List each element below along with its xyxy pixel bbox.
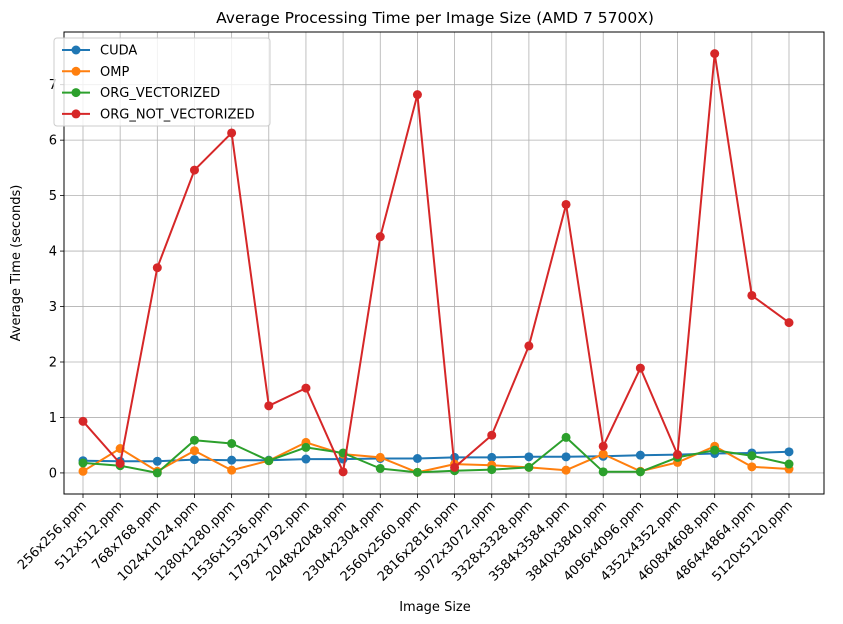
chart-title: Average Processing Time per Image Size (… <box>216 9 654 27</box>
data-point-org-not-vectorized <box>338 467 348 477</box>
legend-entry-org-not-vectorized: ORG_NOT_VECTORIZED <box>62 107 255 122</box>
legend: CUDA OMP ORG_VECTORIZED ORG_NOT_VECTORIZED <box>53 37 271 127</box>
legend-marker <box>71 66 81 76</box>
data-point-org-vectorized <box>375 463 385 473</box>
data-point-cuda <box>301 454 311 464</box>
data-point-omp <box>561 465 571 475</box>
data-point-org-vectorized <box>152 468 162 478</box>
legend-label: ORG_NOT_VECTORIZED <box>100 107 255 122</box>
data-point-org-vectorized <box>264 456 274 466</box>
y-tick-label: 0 <box>49 466 57 481</box>
data-point-cuda <box>227 455 237 465</box>
data-point-org-vectorized <box>227 439 237 449</box>
y-tick-label: 4 <box>49 245 57 260</box>
legend-entry-cuda: CUDA <box>62 44 137 59</box>
data-point-org-vectorized <box>710 445 720 455</box>
data-point-cuda <box>635 450 645 460</box>
data-point-org-not-vectorized <box>412 90 422 100</box>
legend-entries: CUDA OMP ORG_VECTORIZED ORG_NOT_VECTORIZED <box>62 44 255 122</box>
legend-marker <box>71 109 81 119</box>
data-point-org-not-vectorized <box>264 401 274 411</box>
data-point-omp <box>747 462 757 472</box>
legend-label: ORG_VECTORIZED <box>100 86 220 101</box>
data-point-org-not-vectorized <box>189 165 199 175</box>
data-point-org-vectorized <box>561 432 571 442</box>
legend-entry-omp: OMP <box>62 65 129 80</box>
y-tick-label: 2 <box>49 356 57 371</box>
data-point-org-vectorized <box>78 458 88 468</box>
data-point-omp <box>78 466 88 476</box>
data-point-org-vectorized <box>189 435 199 445</box>
data-point-org-vectorized <box>635 467 645 477</box>
y-axis-ticks: 0 1 2 3 4 5 6 7 <box>49 78 64 481</box>
data-point-org-not-vectorized <box>635 363 645 373</box>
data-point-org-vectorized <box>747 451 757 461</box>
data-point-org-not-vectorized <box>78 416 88 426</box>
plot-area-frame <box>63 31 825 495</box>
data-point-omp <box>375 452 385 462</box>
y-tick-label: 5 <box>49 189 57 204</box>
series-lines <box>78 49 794 478</box>
data-point-org-vectorized <box>524 462 534 472</box>
data-point-org-vectorized <box>412 467 422 477</box>
data-point-cuda <box>152 456 162 466</box>
data-point-cuda <box>487 452 497 462</box>
legend-marker <box>71 88 81 98</box>
data-point-org-not-vectorized <box>450 462 460 472</box>
legend-entry-org-vectorized: ORG_VECTORIZED <box>62 86 220 101</box>
data-point-org-not-vectorized <box>375 232 385 242</box>
data-point-cuda <box>784 447 794 457</box>
series-line-org-not-vectorized <box>82 52 790 473</box>
data-point-cuda <box>189 455 199 465</box>
data-point-org-not-vectorized <box>561 199 571 209</box>
series-line-omp <box>82 441 790 474</box>
y-tick-label: 7 <box>49 78 57 93</box>
data-point-org-vectorized <box>784 459 794 469</box>
data-point-cuda <box>524 452 534 462</box>
series-line-cuda <box>82 450 790 463</box>
data-point-org-not-vectorized <box>598 441 608 451</box>
data-point-org-vectorized <box>487 465 497 475</box>
data-point-org-not-vectorized <box>227 128 237 138</box>
data-point-org-not-vectorized <box>301 383 311 393</box>
data-point-org-not-vectorized <box>710 49 720 59</box>
data-point-org-vectorized <box>598 467 608 477</box>
data-point-org-not-vectorized <box>487 430 497 440</box>
data-point-cuda <box>412 454 422 464</box>
data-point-omp <box>598 449 608 459</box>
legend-marker <box>71 45 81 55</box>
y-axis-label: Average Time (seconds) <box>9 185 24 342</box>
data-point-org-not-vectorized <box>152 263 162 273</box>
series-org-not-vectorized <box>78 49 794 477</box>
y-tick-label: 3 <box>49 300 57 315</box>
legend-box <box>53 37 271 127</box>
legend-label: OMP <box>100 65 129 80</box>
data-point-org-not-vectorized <box>784 318 794 328</box>
series-line-org-vectorized <box>82 436 790 474</box>
data-point-cuda <box>561 452 571 462</box>
data-point-omp <box>189 446 199 456</box>
legend-label: CUDA <box>100 44 137 59</box>
data-point-org-not-vectorized <box>524 341 534 351</box>
data-point-org-vectorized <box>301 442 311 452</box>
y-tick-label: 6 <box>49 134 57 149</box>
data-point-omp <box>227 465 237 475</box>
x-axis-label: Image Size <box>399 600 471 615</box>
data-point-org-not-vectorized <box>673 450 683 460</box>
y-tick-label: 1 <box>49 411 57 426</box>
data-point-org-not-vectorized <box>115 458 125 468</box>
data-point-org-not-vectorized <box>747 290 757 300</box>
